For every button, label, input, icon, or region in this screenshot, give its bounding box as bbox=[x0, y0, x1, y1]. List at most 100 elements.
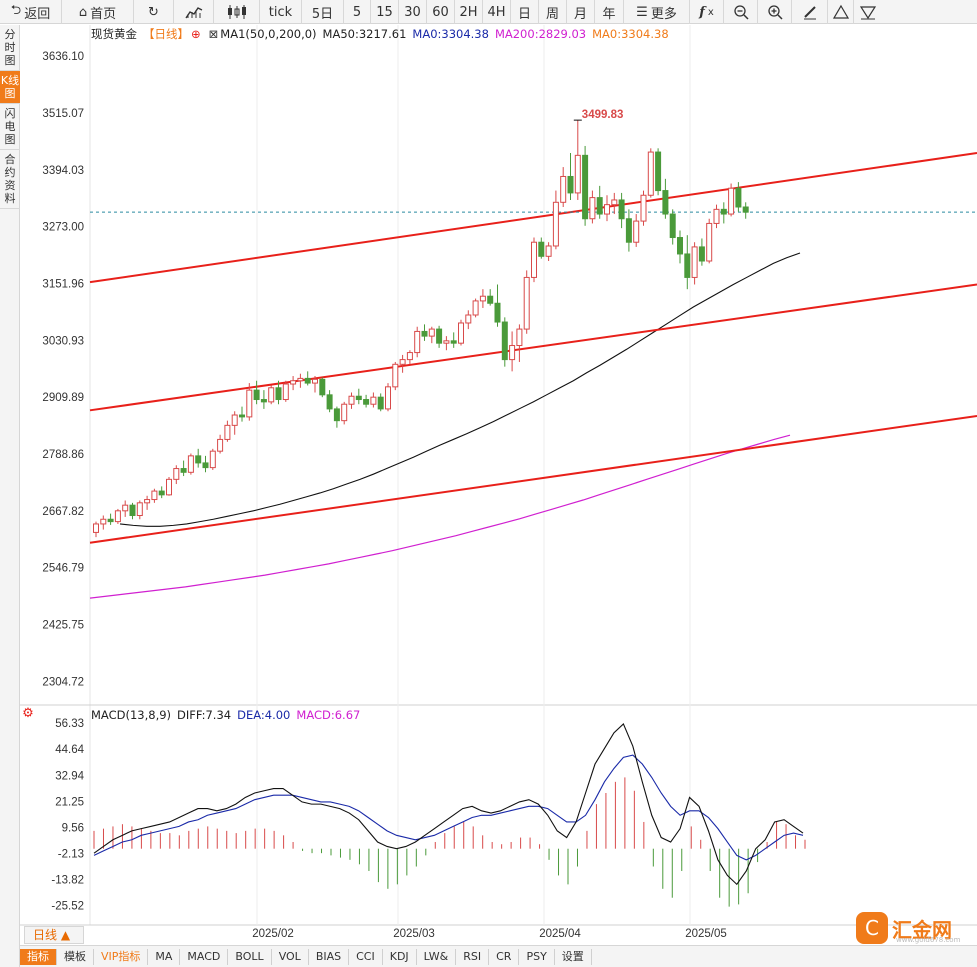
back-arrow-icon: ⮌ bbox=[10, 3, 22, 18]
sidebar-item-contract[interactable]: 合约资料 bbox=[0, 150, 20, 209]
indicator-tab[interactable]: 设置 bbox=[555, 948, 592, 965]
period-5day[interactable]: 5日 bbox=[302, 0, 344, 24]
candle-body bbox=[246, 389, 253, 418]
refresh-button[interactable]: ↻ bbox=[134, 0, 174, 24]
macd-y-tick-label: -13.82 bbox=[51, 874, 84, 886]
candle-body bbox=[151, 490, 158, 501]
period-day[interactable]: 日 bbox=[511, 0, 539, 24]
period-15min[interactable]: 15 bbox=[371, 0, 399, 24]
logo-name: 汇金网 bbox=[892, 917, 952, 942]
sidebar-item-flash[interactable]: 闪电图 bbox=[0, 104, 20, 150]
y-tick-label: 2788.86 bbox=[42, 449, 84, 461]
macd-y-tick-label: -25.52 bbox=[51, 901, 84, 913]
zoom-in-button[interactable] bbox=[758, 0, 792, 24]
macd-value: MACD:6.67 bbox=[296, 708, 361, 722]
period-year[interactable]: 年 bbox=[595, 0, 624, 24]
draw-pen-button[interactable] bbox=[792, 0, 828, 24]
candle-body bbox=[326, 394, 333, 410]
indicator-tab[interactable]: MACD bbox=[180, 948, 229, 965]
candle-body bbox=[479, 295, 486, 302]
candle-body bbox=[713, 208, 720, 224]
candle-body bbox=[158, 490, 165, 496]
indicator-tab[interactable]: KDJ bbox=[383, 948, 417, 965]
y-tick-label: 2909.89 bbox=[42, 392, 84, 404]
candle-body bbox=[260, 399, 267, 403]
candle-body bbox=[567, 175, 574, 194]
period-2h[interactable]: 2H bbox=[455, 0, 483, 24]
candle-body bbox=[677, 237, 683, 255]
indicator-tab[interactable]: RSI bbox=[456, 948, 490, 965]
candle-body bbox=[166, 478, 172, 496]
indicator-tab[interactable]: CCI bbox=[349, 948, 383, 965]
candle-body bbox=[312, 378, 318, 384]
candle-body bbox=[560, 175, 567, 203]
candle-body bbox=[136, 502, 143, 517]
period-week[interactable]: 周 bbox=[539, 0, 567, 24]
y-tick-label: 2546.79 bbox=[42, 563, 84, 575]
sidebar-item-kline[interactable]: K线图 bbox=[0, 71, 20, 104]
indicator-tab[interactable]: PSY bbox=[519, 948, 555, 965]
indicator-tab[interactable]: CR bbox=[489, 948, 520, 965]
period-4h[interactable]: 4H bbox=[483, 0, 511, 24]
candle-body bbox=[552, 201, 559, 247]
macd-config-label: MACD(13,8,9) bbox=[91, 708, 172, 722]
indicator-bar: 指标 模板 VIP指标 MA MACD BOLL VOL BIAS CCI KDJ LW& RSI CR… bbox=[20, 945, 977, 967]
period-60min[interactable]: 60 bbox=[427, 0, 455, 24]
macd-settings-icon[interactable]: ⚙ bbox=[22, 706, 34, 721]
logo-url: www.gold678.com bbox=[896, 936, 961, 944]
period-selector[interactable]: 日线 ▲ bbox=[24, 926, 84, 944]
draw-shape-button[interactable] bbox=[854, 0, 882, 24]
x-tick-label: 2025/03 bbox=[393, 928, 435, 940]
candle-body bbox=[516, 328, 523, 347]
home-button[interactable]: ⌂ 首页 bbox=[62, 0, 134, 24]
main-legend: 现货黄金 【日线】 ⊕ ⊠ MA1(50,0,200,0) MA50:3217.61 MA0… bbox=[91, 26, 675, 42]
macd-y-tick-label: 21.25 bbox=[55, 796, 84, 808]
zoom-out-button[interactable] bbox=[724, 0, 758, 24]
period-30min[interactable]: 30 bbox=[399, 0, 427, 24]
indicator-tab[interactable]: BIAS bbox=[309, 948, 350, 965]
candle-body bbox=[355, 395, 362, 401]
ma0-value: MA0:3304.38 bbox=[412, 27, 489, 41]
indicator-tab[interactable]: BOLL bbox=[228, 948, 272, 965]
macd-y-tick-label: 9.56 bbox=[62, 822, 84, 834]
candle-body bbox=[319, 378, 326, 396]
indicator-tab[interactable]: MA bbox=[148, 948, 181, 965]
draw-triangle-button[interactable] bbox=[828, 0, 854, 24]
indicator-tab[interactable]: 指标 bbox=[20, 948, 57, 965]
candle-body bbox=[669, 213, 676, 239]
chart-area[interactable]: 3636.10 3515.07 3394.03 3273.00 3151.96 3030.… bbox=[20, 25, 977, 945]
chart-canvas[interactable]: 3636.10 3515.07 3394.03 3273.00 3151.96 3030.… bbox=[20, 25, 977, 945]
refresh-icon: ↻ bbox=[148, 4, 159, 20]
chart-type-button[interactable] bbox=[174, 0, 214, 24]
candle-body bbox=[385, 386, 391, 410]
target-icon[interactable]: ⊕ bbox=[191, 27, 201, 41]
indicator-tab[interactable]: VIP指标 bbox=[94, 948, 149, 965]
indicator-tab[interactable]: 模板 bbox=[57, 948, 94, 965]
candle-body bbox=[728, 187, 735, 215]
candle-body bbox=[487, 295, 494, 304]
candle-body bbox=[144, 499, 151, 504]
indicator-tab[interactable]: VOL bbox=[272, 948, 309, 965]
more-button[interactable]: ☰ 更多 bbox=[624, 0, 690, 24]
candle-body bbox=[377, 396, 384, 410]
period-5min[interactable]: 5 bbox=[344, 0, 371, 24]
macd-legend: MACD(13,8,9) DIFF:7.34 DEA:4.00 MACD:6.67 bbox=[91, 708, 366, 722]
candle-body bbox=[122, 504, 129, 512]
period-month[interactable]: 月 bbox=[567, 0, 595, 24]
candle-body bbox=[209, 450, 216, 469]
candle-body bbox=[100, 518, 107, 525]
max-price-label: 3499.83 bbox=[582, 109, 624, 121]
indicator-tab[interactable]: LW& bbox=[417, 948, 457, 965]
period-tick[interactable]: tick bbox=[260, 0, 302, 24]
sidebar-item-timeshare[interactable]: 分时图 bbox=[0, 25, 20, 71]
ma200-line bbox=[89, 434, 791, 599]
home-icon: ⌂ bbox=[78, 4, 88, 20]
x-tick-label: 2025/05 bbox=[685, 928, 727, 940]
indicator-settings-icon[interactable]: ⊠ bbox=[208, 27, 219, 41]
candle-body bbox=[333, 408, 340, 422]
candle-body bbox=[428, 328, 435, 337]
back-button[interactable]: ⮌ 返回 bbox=[0, 0, 62, 24]
candle-body bbox=[421, 330, 428, 337]
candle-type-button[interactable] bbox=[214, 0, 260, 24]
